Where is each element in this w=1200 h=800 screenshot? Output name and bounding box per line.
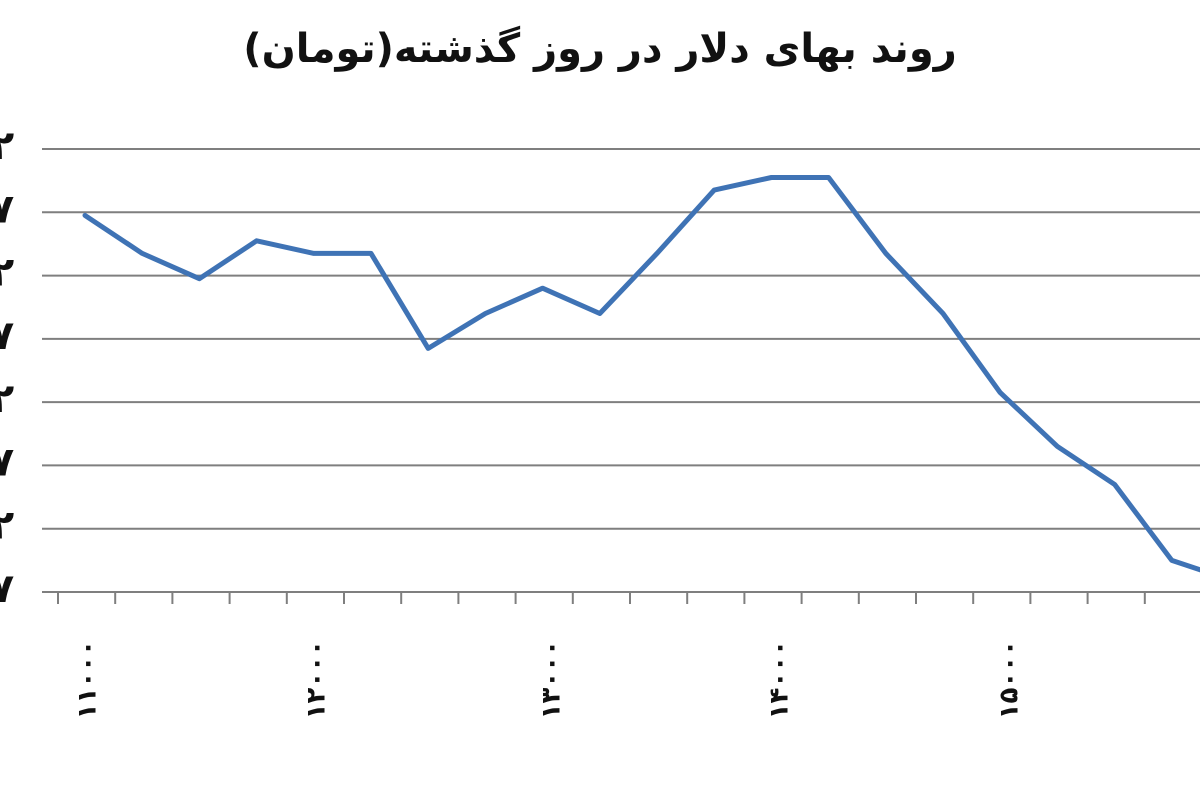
- chart-title: روند بهای دلار در روز گذشته(تومان): [243, 26, 957, 72]
- gridlines: [42, 148, 1200, 530]
- x-tick-label: ۱۲۰۰۰: [302, 640, 332, 719]
- y-tick-label: ۷: [0, 186, 14, 232]
- y-axis-tick-labels: ۲ ۷ ۲ ۷ ۲ ۷ ۲ ۷: [0, 123, 14, 612]
- y-tick-label: ۲: [0, 376, 14, 422]
- series-line: [82, 175, 1200, 573]
- x-tick-label: ۱۱۰۰۰: [73, 640, 103, 719]
- y-tick-label: ۲: [0, 503, 14, 549]
- y-tick-label: ۷: [0, 566, 14, 612]
- y-tick-label: ۲: [0, 250, 14, 296]
- x-tick-label: ۱۵۰۰۰: [995, 640, 1025, 719]
- x-axis: [42, 591, 1200, 604]
- y-tick-label: ۷: [0, 439, 14, 485]
- series-group: [82, 175, 1200, 573]
- y-tick-label: ۷: [0, 313, 14, 359]
- x-axis-tick-labels: ۱۱۰۰۰ ۱۲۰۰۰ ۱۳۰۰۰ ۱۴۰۰۰ ۱۵۰۰۰: [73, 640, 1025, 719]
- x-tick-label: ۱۴۰۰۰: [765, 640, 795, 719]
- x-tick-label: ۱۳۰۰۰: [537, 640, 567, 719]
- y-tick-label: ۲: [0, 123, 14, 169]
